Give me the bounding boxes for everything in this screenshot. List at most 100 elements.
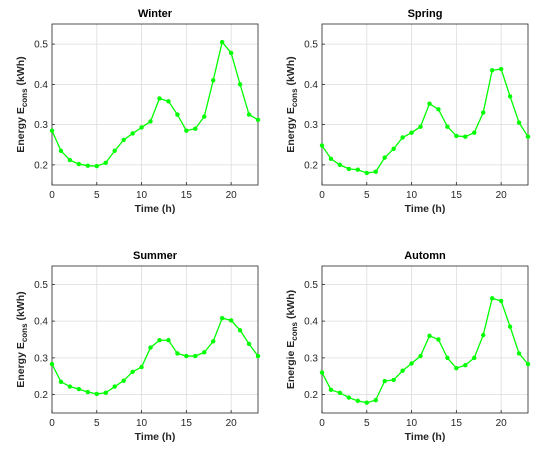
data-point: [112, 148, 117, 153]
data-point: [516, 120, 522, 125]
data-point: [130, 369, 135, 375]
data-point: [246, 112, 252, 117]
data-point: [507, 94, 513, 99]
y-axis-label-sub: cons: [290, 321, 299, 340]
x-tick-label: 20: [496, 418, 508, 429]
axes-background: [52, 266, 258, 413]
x-tick-label: 5: [364, 418, 370, 429]
data-point: [58, 148, 64, 153]
data-point: [525, 361, 531, 367]
y-axis-label-sub: cons: [20, 88, 29, 107]
x-tick-label: 20: [226, 418, 238, 429]
axes-box: [321, 265, 529, 414]
data-point: [94, 391, 99, 397]
axes-box: [321, 23, 529, 186]
y-axis-label: Energy Econs (kWh): [15, 291, 29, 387]
data-point: [445, 355, 450, 361]
data-point: [130, 131, 135, 136]
y-tick-label: 0.2: [34, 160, 48, 171]
data-point: [94, 163, 99, 169]
data-point: [157, 96, 162, 101]
data-point: [184, 353, 189, 359]
y-axis-label-sub: cons: [290, 88, 299, 107]
y-axis-label-main: Energy E: [15, 342, 27, 388]
data-point: [139, 125, 144, 130]
data-point: [400, 135, 405, 140]
chart-title: Winter: [138, 8, 173, 20]
data-point: [255, 353, 261, 359]
data-point: [193, 126, 198, 131]
data-point: [481, 332, 486, 338]
data-point: [463, 363, 468, 368]
data-point: [103, 390, 108, 395]
data-point: [49, 128, 55, 133]
data-point: [400, 368, 405, 373]
data-point: [228, 50, 234, 56]
y-axis-label-sub: cons: [20, 323, 29, 342]
x-tick-label: 10: [136, 190, 148, 201]
data-point: [391, 377, 396, 383]
y-axis-label: Energie Econs (kWh): [285, 290, 299, 389]
x-tick-label: 10: [136, 418, 148, 429]
data-point: [409, 361, 414, 366]
data-point: [436, 107, 441, 112]
data-point: [121, 378, 126, 383]
data-point: [211, 78, 216, 83]
data-point: [472, 130, 477, 135]
data-point: [418, 124, 423, 129]
data-point: [498, 298, 504, 304]
data-point: [319, 370, 325, 375]
y-axis-label: Energy Econs (kWh): [285, 56, 299, 152]
data-point: [328, 156, 334, 162]
y-axis-label-unit: (kWh): [15, 56, 27, 85]
y-axis-label-main: Energy E: [285, 107, 297, 153]
data-point: [355, 398, 361, 404]
data-point: [409, 130, 414, 135]
data-point: [472, 355, 477, 361]
y-tick-label: 0.5: [304, 40, 318, 51]
data-point: [463, 134, 468, 139]
x-tick-label: 20: [226, 190, 238, 201]
data-point: [364, 400, 369, 405]
y-tick-label: 0.5: [304, 280, 318, 291]
data-point: [445, 124, 450, 129]
data-point: [489, 296, 495, 301]
y-tick-label: 0.3: [304, 353, 318, 364]
axes-background: [322, 266, 528, 413]
data-point: [319, 143, 325, 148]
data-point: [246, 341, 252, 347]
y-axis-label-unit: (kWh): [285, 290, 297, 319]
x-tick-label: 5: [364, 190, 370, 201]
chart-title: Summer: [133, 250, 178, 262]
data-point: [525, 134, 531, 139]
data-point: [382, 155, 387, 160]
data-point: [148, 119, 153, 124]
data-point: [436, 337, 441, 342]
y-tick-label: 0.3: [34, 353, 48, 364]
x-axis-label: Time (h): [135, 203, 176, 215]
y-tick-label: 0.2: [304, 160, 318, 171]
data-point: [418, 353, 423, 359]
axes-box: [51, 23, 259, 186]
y-tick-label: 0.4: [34, 317, 48, 328]
data-point: [228, 318, 234, 323]
x-tick-label: 15: [451, 418, 463, 429]
x-tick-label: 0: [49, 190, 55, 201]
y-tick-label: 0.3: [304, 120, 318, 131]
data-point: [139, 364, 144, 370]
y-tick-label: 0.2: [34, 390, 48, 401]
x-tick-label: 0: [319, 190, 325, 201]
chart-title: Automn: [404, 250, 446, 262]
y-axis-label-main: Energie E: [285, 341, 297, 389]
data-point: [346, 166, 352, 172]
data-point: [76, 161, 82, 167]
data-point: [373, 397, 378, 403]
data-point: [255, 117, 261, 122]
data-point: [157, 338, 162, 343]
data-point: [355, 167, 361, 172]
data-point: [507, 324, 513, 329]
y-axis-label-main: Energy E: [15, 107, 27, 153]
data-point: [516, 351, 522, 356]
x-tick-label: 10: [406, 418, 418, 429]
